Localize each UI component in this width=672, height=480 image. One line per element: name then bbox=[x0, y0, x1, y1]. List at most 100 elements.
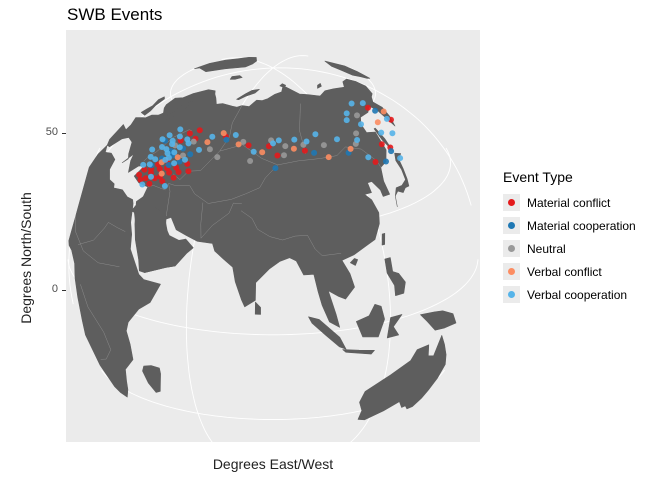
land-shape bbox=[420, 310, 457, 331]
land-shape bbox=[134, 196, 191, 273]
point-verbal-conflict bbox=[290, 145, 297, 152]
legend-item: Material conflict bbox=[503, 191, 636, 214]
border-line bbox=[240, 210, 342, 256]
border-line bbox=[75, 215, 120, 268]
point-material-conflict bbox=[159, 178, 166, 185]
point-verbal-cooperation bbox=[161, 183, 168, 189]
point-verbal-cooperation bbox=[148, 173, 154, 180]
map-svg bbox=[66, 30, 480, 464]
point-verbal-cooperation bbox=[185, 140, 192, 147]
point-verbal-cooperation bbox=[354, 137, 361, 143]
legend-key bbox=[503, 263, 520, 280]
border-line bbox=[165, 183, 171, 217]
land-shape bbox=[254, 301, 261, 315]
point-verbal-cooperation bbox=[303, 138, 310, 145]
point-verbal-cooperation bbox=[166, 132, 173, 139]
point-verbal-cooperation bbox=[196, 146, 202, 153]
point-verbal-cooperation bbox=[312, 131, 319, 138]
point-verbal-cooperation bbox=[397, 155, 404, 162]
point-verbal-cooperation bbox=[162, 156, 169, 163]
legend-dot-icon bbox=[508, 268, 515, 275]
point-verbal-cooperation bbox=[169, 141, 176, 148]
y-tick-label: 50 bbox=[45, 126, 58, 139]
point-material-conflict bbox=[378, 141, 385, 148]
point-material-cooperation bbox=[372, 107, 379, 114]
point-verbal-cooperation bbox=[359, 100, 366, 107]
land-shape bbox=[386, 314, 403, 339]
point-verbal-cooperation bbox=[139, 181, 146, 188]
meridian-line bbox=[272, 67, 472, 206]
point-material-conflict bbox=[175, 169, 182, 175]
point-material-cooperation bbox=[165, 162, 172, 168]
point-material-conflict bbox=[136, 171, 143, 178]
y-axis-label: Degrees North/South bbox=[18, 192, 34, 324]
point-verbal-cooperation bbox=[147, 153, 154, 160]
point-material-cooperation bbox=[187, 151, 194, 158]
point-material-conflict bbox=[141, 166, 148, 173]
point-neutral bbox=[190, 138, 197, 145]
point-neutral bbox=[320, 142, 327, 149]
point-verbal-cooperation bbox=[232, 132, 239, 138]
legend-title: Event Type bbox=[503, 169, 573, 185]
legend-label: Neutral bbox=[527, 241, 566, 256]
legend-label: Verbal cooperation bbox=[527, 287, 628, 302]
point-verbal-conflict bbox=[174, 154, 181, 161]
legend-items: Material conflict Material cooperation Neu… bbox=[503, 191, 636, 306]
point-verbal-cooperation bbox=[182, 156, 188, 163]
land-shape bbox=[194, 57, 257, 72]
point-material-conflict bbox=[142, 175, 149, 182]
point-verbal-cooperation bbox=[343, 117, 350, 124]
point-neutral bbox=[354, 112, 360, 119]
point-verbal-cooperation bbox=[140, 161, 147, 168]
meridian-line bbox=[272, 55, 309, 69]
point-verbal-cooperation bbox=[275, 137, 282, 144]
y-tick-mark bbox=[62, 133, 66, 135]
border-line bbox=[168, 164, 278, 204]
point-verbal-cooperation bbox=[149, 146, 156, 153]
point-neutral bbox=[247, 158, 254, 164]
point-verbal-cooperation bbox=[291, 136, 298, 143]
point-neutral bbox=[281, 152, 287, 159]
point-verbal-cooperation bbox=[159, 136, 166, 143]
point-verbal-cooperation bbox=[152, 156, 159, 163]
point-neutral bbox=[214, 154, 221, 161]
point-verbal-cooperation bbox=[389, 130, 396, 137]
land-shape bbox=[229, 75, 243, 80]
country-borders bbox=[75, 103, 382, 360]
legend-label: Verbal conflict bbox=[527, 264, 602, 279]
point-material-conflict bbox=[146, 180, 153, 187]
point-verbal-cooperation bbox=[163, 146, 170, 153]
land-shape bbox=[236, 89, 260, 100]
legend: Event Type Material conflict Material coo… bbox=[503, 169, 636, 306]
legend-key bbox=[503, 286, 520, 303]
legend-key bbox=[503, 240, 520, 257]
point-verbal-cooperation bbox=[177, 126, 184, 133]
point-material-conflict bbox=[365, 104, 371, 111]
land-shape bbox=[384, 257, 406, 296]
point-neutral bbox=[240, 138, 247, 145]
land-shape bbox=[308, 316, 347, 350]
chart-title: SWB Events bbox=[67, 5, 163, 24]
point-verbal-cooperation bbox=[270, 140, 276, 147]
point-material-cooperation bbox=[272, 165, 279, 172]
land-shape bbox=[357, 335, 447, 421]
point-material-cooperation bbox=[388, 148, 395, 155]
point-material-conflict bbox=[156, 166, 163, 172]
point-verbal-cooperation bbox=[358, 121, 364, 128]
point-verbal-conflict bbox=[235, 141, 242, 148]
border-line bbox=[172, 144, 382, 180]
legend-dot-icon bbox=[508, 222, 515, 229]
point-verbal-cooperation bbox=[365, 154, 372, 161]
point-material-conflict bbox=[170, 174, 177, 181]
point-verbal-cooperation bbox=[209, 133, 216, 140]
point-verbal-conflict bbox=[347, 145, 354, 152]
legend-dot-icon bbox=[508, 291, 515, 298]
map-panel bbox=[66, 30, 480, 464]
legend-item: Neutral bbox=[503, 237, 636, 260]
point-verbal-conflict bbox=[158, 170, 165, 177]
border-line bbox=[219, 105, 243, 152]
legend-label: Material conflict bbox=[527, 195, 611, 210]
event-points bbox=[136, 100, 404, 189]
y-tick-mark bbox=[62, 290, 66, 292]
point-material-cooperation bbox=[383, 158, 389, 165]
